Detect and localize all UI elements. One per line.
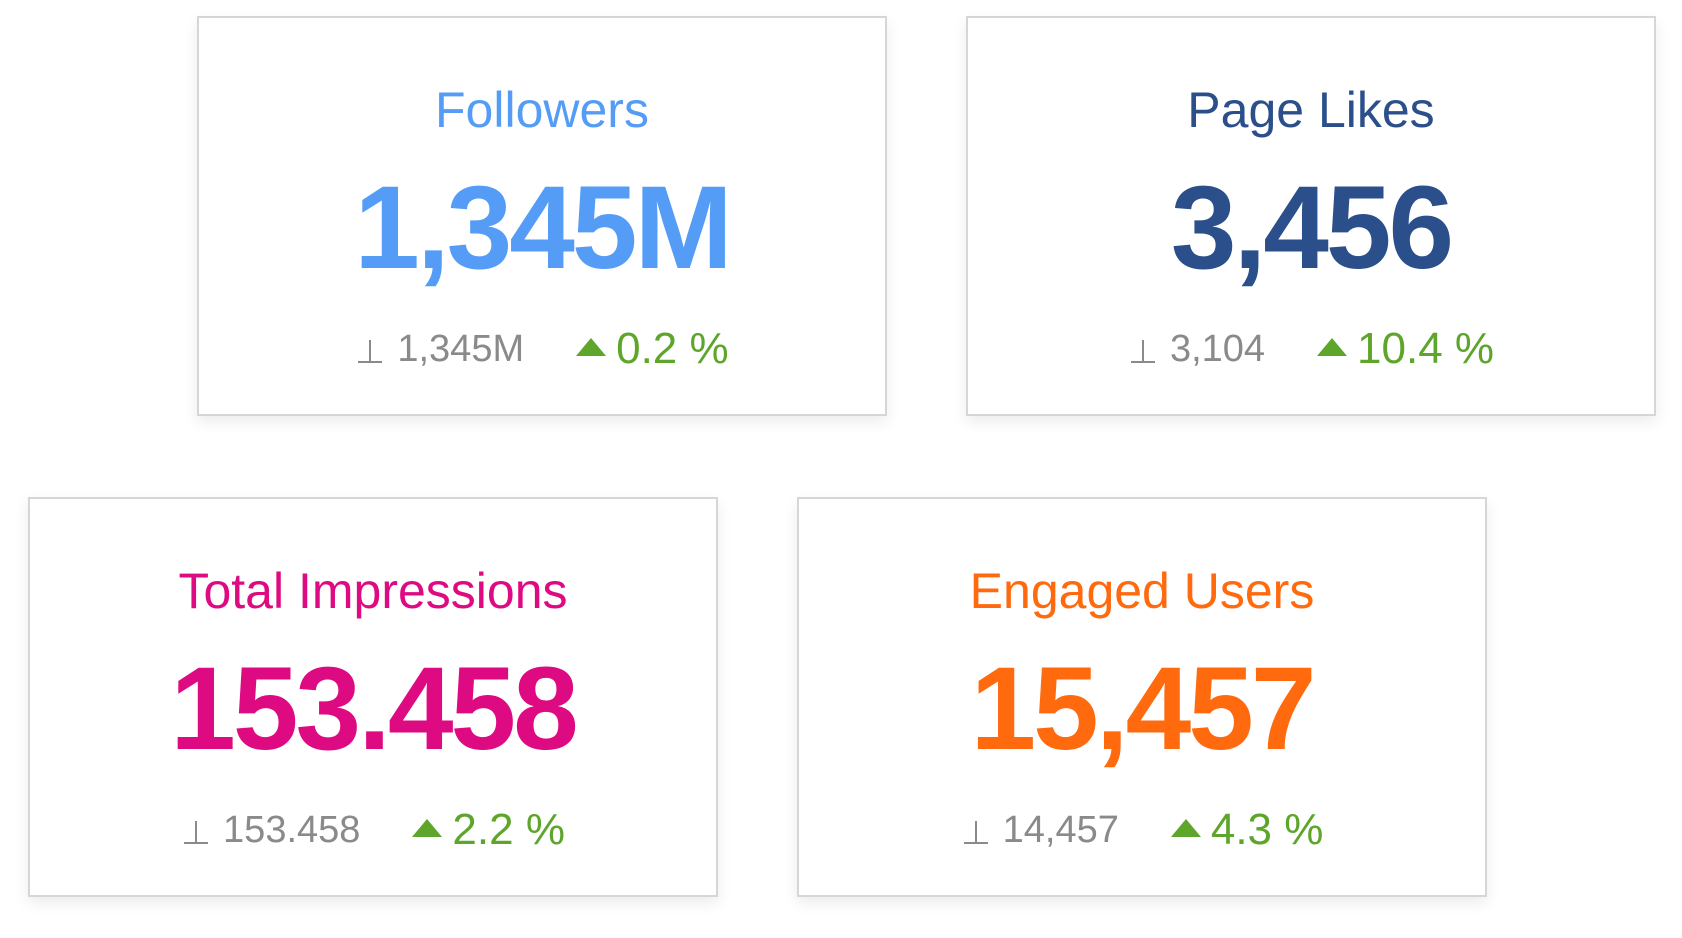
card-title: Total Impressions [178,563,568,619]
change-text: 2.2 % [452,805,565,854]
engaged-users-card: Engaged Users 15,457 14,457 4.3 % [797,497,1487,897]
change-indicator: 10.4 % [1317,324,1494,374]
previous-value-icon [1130,340,1155,363]
previous-value: 3,104 [1128,328,1265,371]
card-value: 1,345M [354,162,733,294]
change-indicator: 0.2 % [576,324,729,374]
previous-value-text: 153.458 [223,808,361,851]
page-likes-card: Page Likes 3,456 3,104 10.4 % [966,16,1656,416]
previous-value: 14,457 [961,809,1119,852]
change-text: 10.4 % [1357,324,1495,373]
previous-value-text: 1,345M [397,327,525,370]
card-footer: 3,104 10.4 % [968,324,1654,374]
triangle-up-icon [1170,819,1201,837]
triangle-up-icon [412,819,443,837]
card-value: 3,456 [1170,162,1454,294]
previous-value-text: 14,457 [1002,808,1119,851]
change-text: 4.3 % [1210,805,1324,854]
previous-value-icon [358,340,383,363]
card-footer: 14,457 4.3 % [799,805,1485,855]
card-title: Page Likes [1187,82,1435,138]
change-text: 0.2 % [616,324,729,373]
previous-value: 1,345M [355,328,524,371]
previous-value: 153.458 [181,809,360,852]
card-title: Followers [435,82,649,138]
card-footer: 153.458 2.2 % [30,805,716,855]
previous-value-icon [184,821,209,844]
triangle-up-icon [1317,338,1348,356]
change-indicator: 2.2 % [412,805,565,855]
followers-card: Followers 1,345M 1,345M 0.2 % [197,16,887,416]
change-indicator: 4.3 % [1170,805,1324,855]
total-impressions-card: Total Impressions 153.458 153.458 2.2 % [28,497,718,897]
card-value: 15,457 [970,643,1317,775]
previous-value-icon [963,821,988,844]
previous-value-text: 3,104 [1169,327,1266,370]
card-footer: 1,345M 0.2 % [199,324,885,374]
triangle-up-icon [576,338,607,356]
card-title: Engaged Users [969,563,1315,619]
card-value: 153.458 [170,643,579,775]
